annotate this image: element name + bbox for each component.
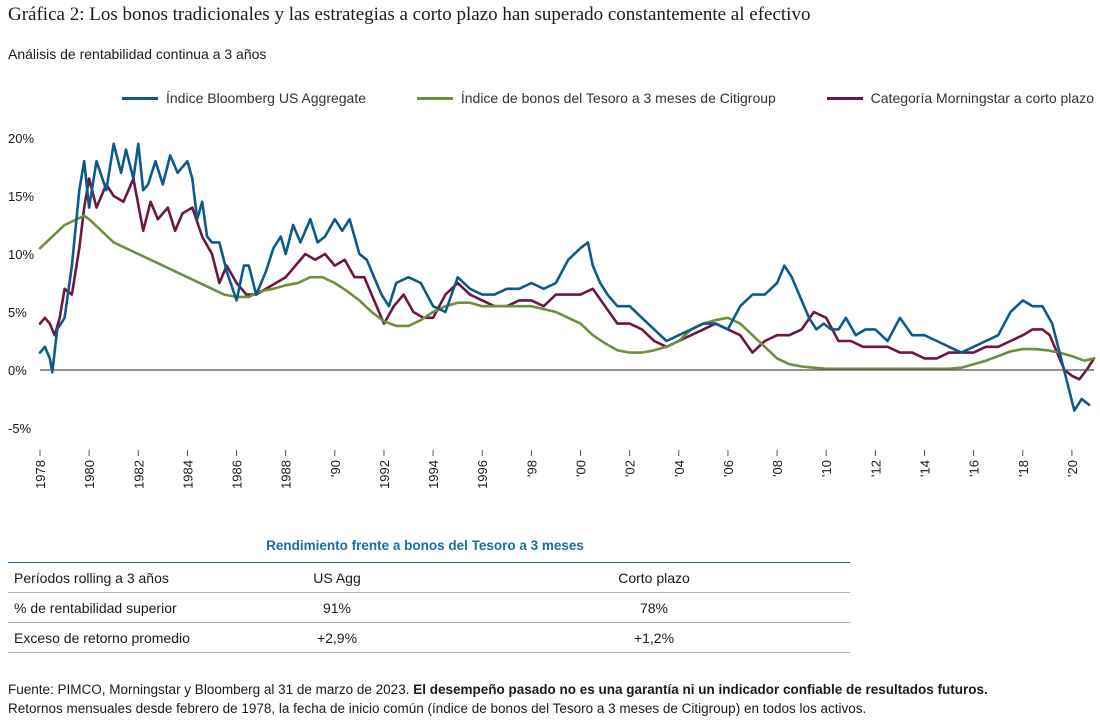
footer-source: Fuente: PIMCO, Morningstar y Bloomberg a… bbox=[8, 682, 414, 697]
y-tick-label: 20% bbox=[8, 131, 34, 146]
chart-subtitle: Análisis de rentabilidad continua a 3 añ… bbox=[8, 46, 267, 62]
x-tick-label: '02 bbox=[623, 460, 638, 477]
footer-disclaimer: El desempeño pasado no es una garantía n… bbox=[413, 682, 988, 697]
x-tick-label: 1986 bbox=[230, 460, 245, 489]
footer-line-1: Fuente: PIMCO, Morningstar y Bloomberg a… bbox=[8, 680, 988, 699]
table-cell: 91% bbox=[216, 592, 458, 623]
x-tick-label: '90 bbox=[328, 460, 343, 477]
table-cell: Corto plazo bbox=[458, 562, 850, 593]
x-tick-label: 1982 bbox=[131, 460, 146, 489]
legend-item-aggregate: Índice Bloomberg US Aggregate bbox=[122, 90, 366, 106]
legend-label-shortterm: Categoría Morningstar a corto plazo bbox=[870, 90, 1094, 106]
x-tick-label: 1994 bbox=[426, 460, 441, 489]
y-tick-label: 5% bbox=[8, 305, 27, 320]
y-tick-label: 10% bbox=[8, 247, 34, 262]
x-tick-label: 1988 bbox=[279, 460, 294, 489]
table-cell: +2,9% bbox=[216, 622, 458, 653]
y-tick-label: -5% bbox=[8, 421, 32, 436]
x-tick-label: '16 bbox=[967, 460, 982, 477]
x-tick-label: 1984 bbox=[180, 460, 195, 489]
table-row: Exceso de retorno promedio +2,9% +1,2% bbox=[8, 622, 850, 653]
x-tick-label: 1996 bbox=[475, 460, 490, 489]
x-tick-label: '18 bbox=[1016, 460, 1031, 477]
table-title: Rendimiento frente a bonos del Tesoro a … bbox=[266, 538, 584, 553]
table-cell: 78% bbox=[458, 592, 850, 623]
y-tick-label: 15% bbox=[8, 189, 34, 204]
chart-title: Gráfica 2: Los bonos tradicionales y las… bbox=[8, 4, 811, 25]
x-tick-label: '98 bbox=[524, 460, 539, 477]
legend-item-tbill: Índice de bonos del Tesoro a 3 meses de … bbox=[416, 90, 776, 106]
table-cell: US Agg bbox=[216, 562, 458, 593]
series-line bbox=[38, 142, 1091, 412]
table-cell: Períodos rolling a 3 años bbox=[8, 562, 216, 593]
footer: Fuente: PIMCO, Morningstar y Bloomberg a… bbox=[8, 680, 988, 718]
x-tick-label: '20 bbox=[1065, 460, 1080, 477]
legend-swatch-shortterm bbox=[826, 96, 863, 100]
x-tick-label: '00 bbox=[574, 460, 589, 477]
series-layer bbox=[38, 142, 1096, 412]
series-line bbox=[38, 177, 1096, 381]
x-tick-label: '04 bbox=[672, 460, 687, 477]
legend-label-tbill: Índice de bonos del Tesoro a 3 meses de … bbox=[460, 90, 776, 106]
legend-label-aggregate: Índice Bloomberg US Aggregate bbox=[166, 90, 367, 106]
table-cell: +1,2% bbox=[458, 622, 850, 653]
x-tick-label: '08 bbox=[770, 460, 785, 477]
x-tick-label: 1978 bbox=[33, 460, 48, 489]
x-tick-label: '06 bbox=[721, 460, 736, 477]
series-line bbox=[38, 214, 1096, 371]
stats-table: Períodos rolling a 3 años US Agg Corto p… bbox=[8, 562, 850, 653]
table-cell: % de rentabilidad superior bbox=[8, 592, 216, 623]
table-row: % de rentabilidad superior 91% 78% bbox=[8, 592, 850, 623]
x-axis: 1978 1980 1982 1984 1986 1988 '90 1992 1994 1996 '… bbox=[33, 450, 1080, 489]
legend-swatch-aggregate bbox=[122, 96, 158, 100]
legend: Índice Bloomberg US Aggregate Índice de … bbox=[122, 90, 1094, 106]
y-axis: 20% 15% 10% 5% 0% -5% bbox=[8, 131, 34, 436]
x-tick-label: 1992 bbox=[377, 460, 392, 489]
footer-note: Retornos mensuales desde febrero de 1978… bbox=[8, 701, 867, 716]
legend-swatch-tbill bbox=[416, 96, 453, 100]
x-tick-label: '14 bbox=[917, 460, 932, 477]
line-chart: 20% 15% 10% 5% 0% -5% 1978 1980 1982 1984 1986 198… bbox=[8, 131, 1096, 489]
x-tick-label: '12 bbox=[868, 460, 883, 477]
legend-item-shortterm: Categoría Morningstar a corto plazo bbox=[826, 90, 1094, 106]
x-tick-label: 1980 bbox=[82, 460, 97, 489]
table-cell: Exceso de retorno promedio bbox=[8, 622, 216, 653]
x-tick-label: '10 bbox=[819, 460, 834, 477]
y-tick-label: 0% bbox=[8, 363, 27, 378]
table-row: Períodos rolling a 3 años US Agg Corto p… bbox=[8, 562, 850, 593]
